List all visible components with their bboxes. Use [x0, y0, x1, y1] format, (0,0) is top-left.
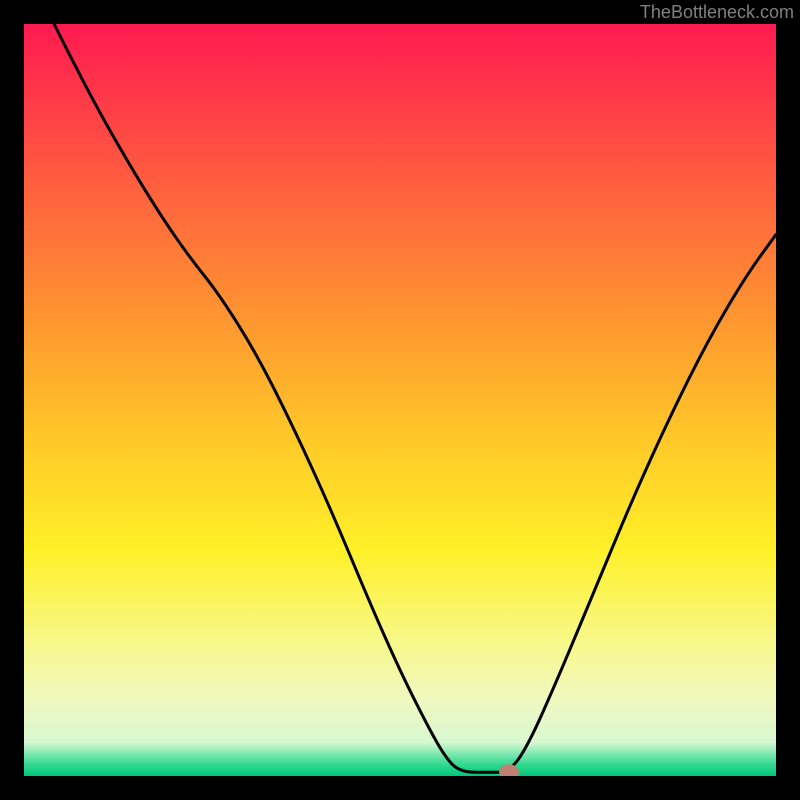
watermark-text: TheBottleneck.com	[640, 2, 794, 23]
chart-container: TheBottleneck.com	[0, 0, 800, 800]
curve-layer	[24, 24, 776, 776]
plot-area	[24, 24, 776, 776]
optimal-marker	[499, 764, 519, 776]
bottleneck-curve	[54, 24, 776, 772]
